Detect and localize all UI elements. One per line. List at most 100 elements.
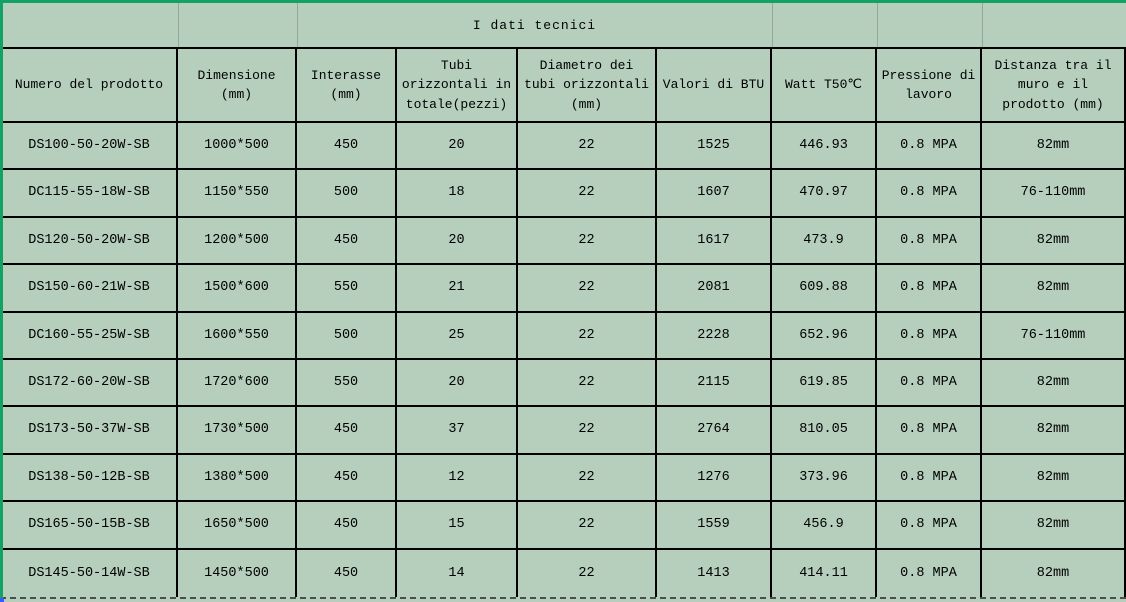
table-cell[interactable]: 22 xyxy=(518,123,657,171)
table-cell[interactable]: 22 xyxy=(518,407,657,455)
header-cell[interactable]: Interasse (mm) xyxy=(297,49,397,123)
table-cell[interactable]: 450 xyxy=(297,123,397,171)
table-cell[interactable]: DS150-60-21W-SB xyxy=(2,265,178,313)
table-cell[interactable]: DS173-50-37W-SB xyxy=(2,407,178,455)
table-cell[interactable]: 76-110mm xyxy=(982,170,1126,218)
table-cell[interactable]: 21 xyxy=(397,265,518,313)
table-cell[interactable]: DC160-55-25W-SB xyxy=(2,312,178,360)
table-cell[interactable]: 810.05 xyxy=(772,407,877,455)
table-cell[interactable]: 414.11 xyxy=(772,549,877,597)
table-cell[interactable]: DS145-50-14W-SB xyxy=(2,549,178,597)
header-cell[interactable]: Watt T50℃ xyxy=(772,49,877,123)
table-cell[interactable]: 0.8 MPA xyxy=(877,123,982,171)
table-cell[interactable]: 76-110mm xyxy=(982,312,1126,360)
table-cell[interactable]: 1500*600 xyxy=(178,265,297,313)
table-cell[interactable]: 22 xyxy=(518,360,657,408)
table-cell[interactable]: 470.97 xyxy=(772,170,877,218)
table-cell[interactable]: 2228 xyxy=(657,312,772,360)
table-cell[interactable]: 550 xyxy=(297,265,397,313)
header-cell[interactable]: Diametro dei tubi orizzontali (mm) xyxy=(518,49,657,123)
header-cell[interactable]: Tubi orizzontali in totale(pezzi) xyxy=(397,49,518,123)
table-cell[interactable]: 22 xyxy=(518,502,657,550)
table-cell[interactable]: 450 xyxy=(297,454,397,503)
table-cell[interactable]: 82mm xyxy=(982,454,1126,503)
table-cell[interactable]: 25 xyxy=(397,312,518,360)
table-cell[interactable]: 15 xyxy=(397,502,518,550)
table-cell[interactable]: 12 xyxy=(397,454,518,503)
table-cell[interactable]: 1720*600 xyxy=(178,360,297,408)
table-cell[interactable]: 500 xyxy=(297,170,397,218)
table-cell[interactable]: 500 xyxy=(297,312,397,360)
table-cell[interactable]: 82mm xyxy=(982,360,1126,408)
table-cell[interactable]: 1525 xyxy=(657,123,772,171)
table-cell[interactable]: 373.96 xyxy=(772,454,877,503)
table-cell[interactable]: 22 xyxy=(518,312,657,360)
table-cell[interactable]: 22 xyxy=(518,217,657,266)
table-cell[interactable]: 20 xyxy=(397,217,518,266)
table-cell[interactable]: 82mm xyxy=(982,549,1126,597)
header-cell[interactable]: Valori di BTU xyxy=(657,49,772,123)
table-cell[interactable]: 82mm xyxy=(982,123,1126,171)
table-cell[interactable]: 652.96 xyxy=(772,312,877,360)
table-cell[interactable]: 473.9 xyxy=(772,217,877,266)
table-cell[interactable]: 22 xyxy=(518,454,657,503)
table-cell[interactable]: 1000*500 xyxy=(178,123,297,171)
table-cell[interactable]: 1276 xyxy=(657,454,772,503)
table-cell[interactable]: 1559 xyxy=(657,502,772,550)
table-cell[interactable]: 450 xyxy=(297,407,397,455)
table-cell[interactable]: DS165-50-15B-SB xyxy=(2,502,178,550)
table-cell[interactable]: DS100-50-20W-SB xyxy=(2,123,178,171)
table-cell[interactable]: 0.8 MPA xyxy=(877,170,982,218)
table-cell[interactable]: 450 xyxy=(297,549,397,597)
table-cell[interactable]: DS172-60-20W-SB xyxy=(2,360,178,408)
table-cell[interactable]: 609.88 xyxy=(772,265,877,313)
table-cell[interactable]: DS138-50-12B-SB xyxy=(2,454,178,503)
table-cell[interactable]: 619.85 xyxy=(772,360,877,408)
table-cell[interactable]: 82mm xyxy=(982,407,1126,455)
table-cell[interactable]: 22 xyxy=(518,265,657,313)
table-cell[interactable]: DC115-55-18W-SB xyxy=(2,170,178,218)
table-cell[interactable]: 1650*500 xyxy=(178,502,297,550)
table-cell[interactable]: 0.8 MPA xyxy=(877,312,982,360)
merged-title-cell[interactable]: I dati tecnici xyxy=(472,17,597,33)
table-cell[interactable]: 1450*500 xyxy=(178,549,297,597)
table-cell[interactable]: 18 xyxy=(397,170,518,218)
table-cell[interactable]: 456.9 xyxy=(772,502,877,550)
table-cell[interactable]: 0.8 MPA xyxy=(877,360,982,408)
header-cell[interactable]: Dimensione (mm) xyxy=(178,49,297,123)
table-cell[interactable]: 450 xyxy=(297,217,397,266)
table-cell[interactable]: 82mm xyxy=(982,502,1126,550)
table-cell[interactable]: 550 xyxy=(297,360,397,408)
table-cell[interactable]: 22 xyxy=(518,549,657,597)
table-cell[interactable]: 2081 xyxy=(657,265,772,313)
table-cell[interactable]: 82mm xyxy=(982,217,1126,266)
table-cell[interactable]: 2115 xyxy=(657,360,772,408)
table-cell[interactable]: 1150*550 xyxy=(178,170,297,218)
table-cell[interactable]: 0.8 MPA xyxy=(877,407,982,455)
table-cell[interactable]: 14 xyxy=(397,549,518,597)
table-cell[interactable]: DS120-50-20W-SB xyxy=(2,217,178,266)
header-cell[interactable]: Distanza tra il muro e il prodotto (mm) xyxy=(982,49,1126,123)
header-cell[interactable]: Pressione di lavoro xyxy=(877,49,982,123)
table-cell[interactable]: 0.8 MPA xyxy=(877,265,982,313)
table-cell[interactable]: 20 xyxy=(397,123,518,171)
table-cell[interactable]: 1380*500 xyxy=(178,454,297,503)
table-cell[interactable]: 82mm xyxy=(982,265,1126,313)
table-cell[interactable]: 22 xyxy=(518,170,657,218)
table-cell[interactable]: 0.8 MPA xyxy=(877,502,982,550)
table-cell[interactable]: 1413 xyxy=(657,549,772,597)
table-cell[interactable]: 20 xyxy=(397,360,518,408)
table-cell[interactable]: 1617 xyxy=(657,217,772,266)
table-cell[interactable]: 1600*550 xyxy=(178,312,297,360)
table-cell[interactable]: 1200*500 xyxy=(178,217,297,266)
table-cell[interactable]: 1607 xyxy=(657,170,772,218)
table-cell[interactable]: 0.8 MPA xyxy=(877,549,982,597)
table-cell[interactable]: 446.93 xyxy=(772,123,877,171)
table-cell[interactable]: 1730*500 xyxy=(178,407,297,455)
table-cell[interactable]: 0.8 MPA xyxy=(877,454,982,503)
table-cell[interactable]: 450 xyxy=(297,502,397,550)
header-cell[interactable]: Numero del prodotto xyxy=(2,49,178,123)
table-cell[interactable]: 2764 xyxy=(657,407,772,455)
table-cell[interactable]: 0.8 MPA xyxy=(877,217,982,266)
table-cell[interactable]: 37 xyxy=(397,407,518,455)
